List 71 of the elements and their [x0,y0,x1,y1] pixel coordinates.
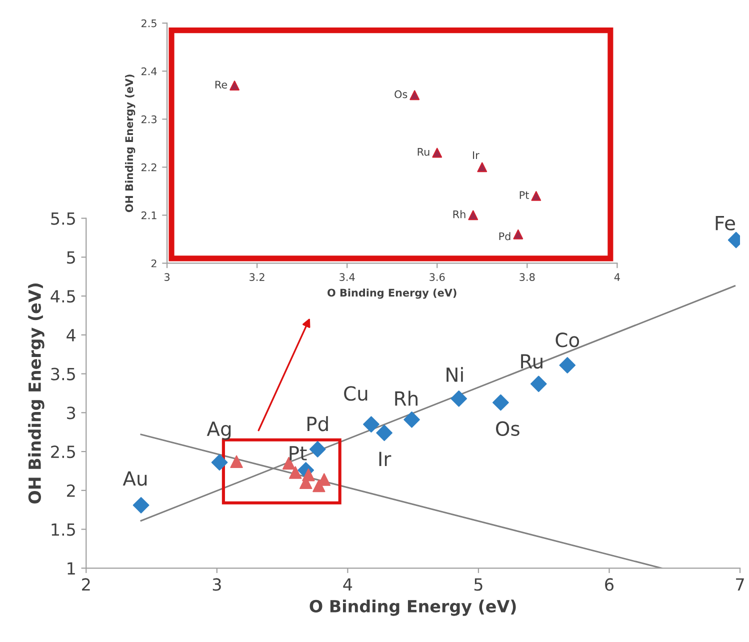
point [477,162,488,172]
y-tick-label: 3 [67,406,76,420]
point [132,497,150,514]
x-axis-title: O Binding Energy (eV) [328,288,456,299]
point [312,479,326,492]
point [376,424,392,442]
x-tick-label: 4 [343,578,352,591]
annotation: Ru [521,354,542,369]
annotation: Fe [716,216,735,230]
annotation: Os [496,421,520,436]
point [492,394,509,411]
x-tick-label: 3.8 [520,273,535,282]
annotation: Rh [453,210,466,218]
x-tick-label: 3.6 [430,273,445,282]
annotation: Pd [307,416,328,432]
point [559,357,576,374]
x-tick-label: 3.2 [250,273,264,282]
y-tick-label: 2.3 [142,115,156,124]
y-axis-title: OH Binding Energy (eV) [125,74,136,212]
point [410,90,420,100]
y-tick-label: 2 [151,259,156,268]
y-tick-label: 2.5 [51,446,75,458]
point [531,191,542,201]
y-tick-label: 2.4 [142,67,157,76]
point [530,376,547,392]
annotation: Ru [418,148,430,156]
point [309,441,326,458]
annotation: Cu [344,386,368,401]
annotation: Os [394,90,408,98]
annotation: Pt [290,446,307,460]
x-tick-label: 6 [605,578,614,591]
y-tick-label: 2.5 [142,19,156,28]
annotation: Au [122,471,147,486]
annotation: Ag [206,422,231,440]
annotation: Co [556,332,580,348]
x-tick-label: 7 [736,578,744,591]
annotation: Ni [446,367,463,382]
x-tick-label: 5 [474,578,482,591]
annotation: Ir [379,452,392,466]
annotation: Ir [473,151,480,159]
y-tick-label: 5.5 [51,212,75,225]
point [289,466,302,479]
point [230,455,243,468]
x-tick-label: 3 [164,273,170,282]
point [211,454,228,471]
annotation: Pd [499,232,510,240]
y-tick-label: 4.5 [50,290,75,303]
point [450,390,468,407]
x-tick-label: 3.4 [340,273,355,282]
point [230,80,240,90]
point [404,412,420,428]
y-tick-label: 2.1 [142,211,156,220]
y-tick-label: 1.5 [52,523,75,536]
x-tick-label: 3 [212,578,221,591]
point [363,416,380,432]
x-tick-label: 2 [82,578,90,591]
annotation: Re [215,80,228,89]
annotation: Pt [520,191,529,199]
x-axis-title: O Binding Energy (eV) [310,600,516,616]
y-tick-label: 3.5 [51,368,75,380]
point [432,148,442,158]
y-tick-label: 4 [66,329,76,342]
y-tick-label: 1 [68,562,75,574]
point [513,229,524,240]
x-tick-label: 4 [614,273,620,281]
point [468,210,478,220]
y-axis-title: OH Binding Energy (eV) [28,284,44,504]
y-tick-label: 2 [67,484,75,497]
y-tick-label: 5 [67,251,75,264]
y-tick-label: 2.2 [142,163,156,172]
annotation: Rh [395,390,418,406]
